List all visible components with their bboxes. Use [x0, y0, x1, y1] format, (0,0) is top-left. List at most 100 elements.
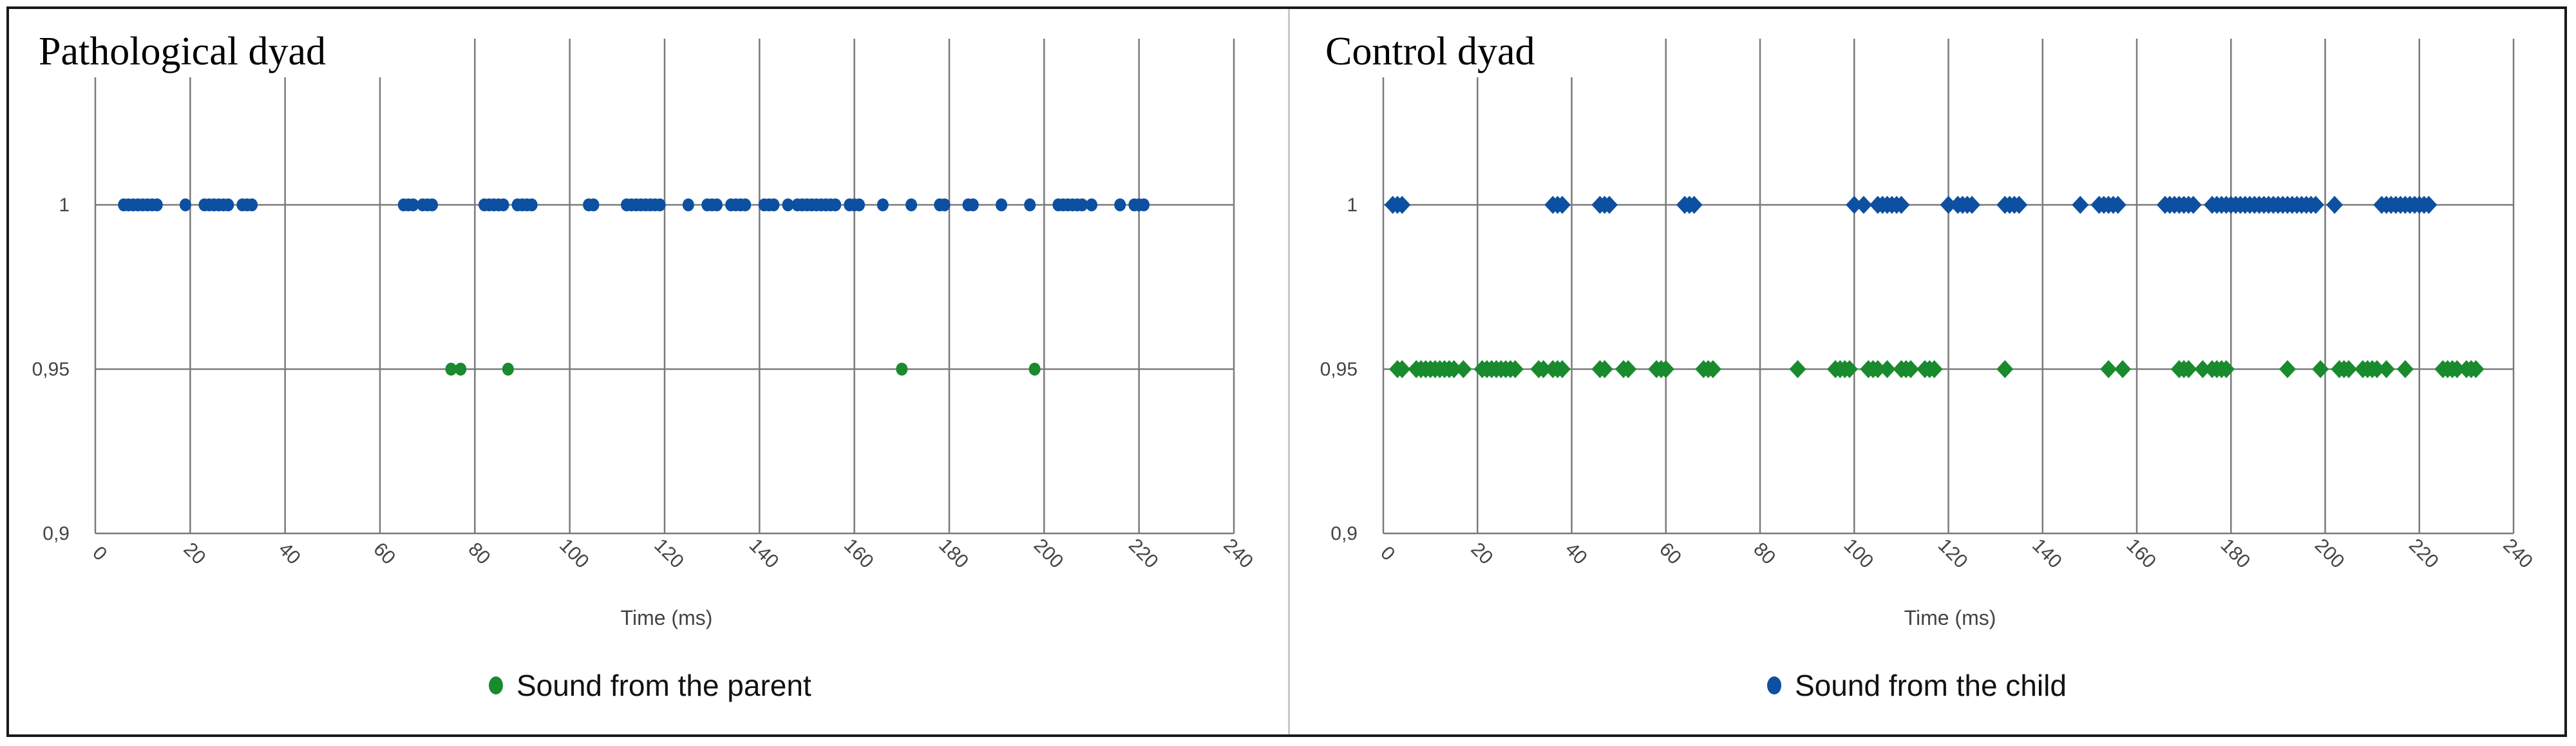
data-point: [2109, 196, 2126, 214]
series-0: [1384, 196, 2438, 214]
x-tick-label: 0: [1376, 542, 1399, 565]
data-point: [2340, 360, 2358, 378]
x-tick-label: 40: [274, 539, 305, 569]
x-tick-label: 20: [1467, 539, 1497, 569]
x-tick-label: 20: [180, 539, 210, 569]
x-tick-label: 120: [650, 535, 688, 573]
x-tick-label: 240: [2499, 535, 2537, 573]
data-point: [654, 198, 666, 211]
data-point: [2114, 360, 2132, 378]
x-tick-label: 140: [2028, 535, 2066, 573]
data-point: [2184, 196, 2202, 214]
data-point: [246, 198, 258, 211]
data-point: [2378, 360, 2395, 378]
data-point: [1596, 360, 1613, 378]
x-tick-label: 0: [88, 542, 111, 565]
x-axis-label: Time (ms): [621, 606, 713, 629]
data-point: [2072, 196, 2089, 214]
data-point: [1028, 363, 1041, 376]
x-tick-label: 200: [1030, 535, 1068, 573]
data-point: [682, 198, 694, 211]
chart-title: Control dyad: [1325, 30, 1535, 73]
data-point: [1553, 196, 1571, 214]
data-point: [905, 198, 918, 211]
data-point: [2368, 360, 2385, 378]
data-point: [455, 363, 467, 376]
y-tick-label: 0,95: [1320, 359, 1358, 380]
x-tick-label: 40: [1561, 539, 1591, 569]
data-point: [1902, 360, 1919, 378]
data-point: [2312, 360, 2329, 378]
panel-divider: [1288, 9, 1290, 734]
legend: Sound from the parent: [489, 669, 811, 702]
x-tick-label: 160: [2122, 535, 2160, 573]
x-tick-label: 180: [2217, 535, 2255, 573]
y-tick-label: 0,9: [43, 523, 70, 544]
x-axis-label: Time (ms): [1904, 606, 1996, 629]
y-tick-label: 1: [59, 195, 70, 216]
data-point: [782, 198, 794, 211]
data-point: [1138, 198, 1150, 211]
data-point: [587, 198, 600, 211]
data-point: [829, 198, 842, 211]
data-point: [896, 363, 908, 376]
data-point: [1789, 360, 1806, 378]
x-tick-label: 100: [555, 535, 593, 573]
data-point: [1657, 360, 1674, 378]
chart-title: Pathological dyad: [39, 30, 326, 73]
title-background: [1321, 26, 1573, 77]
y-tick-label: 0,9: [1331, 523, 1358, 544]
legend-label: Sound from the child: [1795, 669, 2067, 702]
data-point: [1394, 360, 1411, 378]
data-point: [151, 198, 163, 211]
x-tick-label: 220: [2405, 535, 2443, 573]
data-point: [938, 198, 951, 211]
data-point: [1024, 198, 1036, 211]
data-point: [2326, 196, 2344, 214]
data-point: [2396, 360, 2414, 378]
legend-marker: [489, 676, 503, 694]
x-tick-label: 160: [840, 535, 878, 573]
data-point: [1846, 196, 1863, 214]
x-tick-label: 200: [2311, 535, 2349, 573]
y-tick-label: 1: [1347, 195, 1358, 216]
figure-frame: [6, 6, 2567, 737]
x-tick-label: 80: [464, 539, 495, 569]
data-point: [853, 198, 866, 211]
data-point: [876, 198, 889, 211]
data-point: [1704, 360, 1721, 378]
panel-control: 0,9 0,95 1 0 20 40 60 80 100 120 140 160 180 200 220 24…: [1320, 26, 2537, 702]
x-tick-label: 120: [1934, 535, 1972, 573]
data-point: [497, 198, 509, 211]
data-point: [2180, 360, 2197, 378]
x-tick-label: 220: [1124, 535, 1162, 573]
data-point: [1996, 360, 2014, 378]
data-point: [1964, 196, 1981, 214]
data-point: [967, 198, 979, 211]
x-tick-label: 80: [1749, 539, 1779, 569]
data-point: [1114, 198, 1126, 211]
data-point: [1506, 360, 1524, 378]
data-point: [2194, 360, 2211, 378]
x-tick-label: 140: [745, 535, 783, 573]
data-point: [2420, 196, 2438, 214]
data-point: [1940, 196, 1957, 214]
y-tick-label: 0,95: [32, 359, 70, 380]
legend-marker: [1767, 676, 1781, 694]
x-tick-label: 240: [1219, 535, 1257, 573]
data-point: [1869, 360, 1886, 378]
data-point: [1394, 196, 1411, 214]
data-point: [1076, 198, 1088, 211]
data-point: [2448, 360, 2466, 378]
data-point: [2307, 196, 2324, 214]
data-point: [1455, 360, 1472, 378]
data-point: [1685, 196, 1703, 214]
x-tick-label: 60: [1655, 539, 1685, 569]
data-point: [1601, 196, 1618, 214]
data-point: [502, 363, 514, 376]
data-point: [2467, 360, 2485, 378]
series-1: [445, 363, 1041, 376]
series-0: [118, 198, 1150, 211]
legend-label: Sound from the parent: [516, 669, 811, 702]
